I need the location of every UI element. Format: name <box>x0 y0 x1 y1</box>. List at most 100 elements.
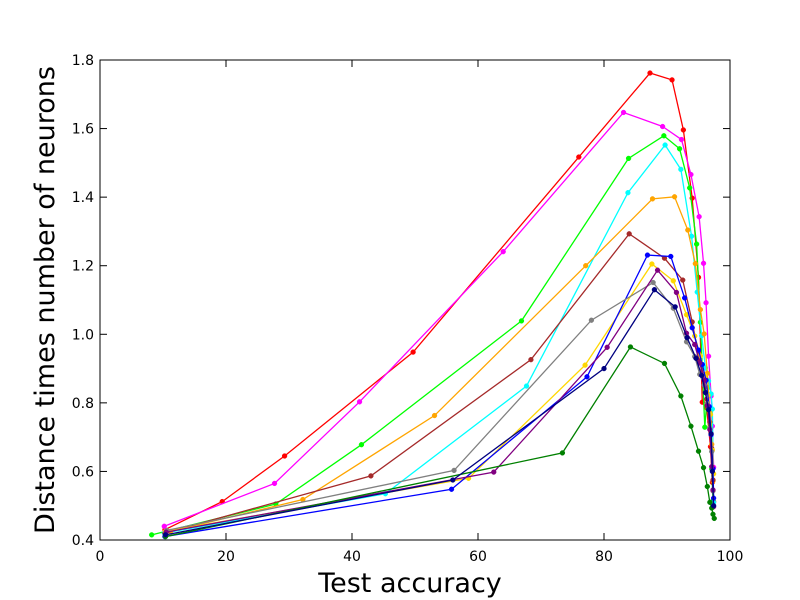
data-point <box>684 335 690 341</box>
data-point <box>649 196 656 202</box>
y-tick-label: 1.0 <box>72 327 94 343</box>
y-tick-label: 1.4 <box>72 190 94 206</box>
data-point <box>559 450 566 456</box>
data-point <box>693 355 699 361</box>
data-point <box>625 155 632 162</box>
data-point <box>707 499 713 505</box>
data-point <box>709 468 716 475</box>
y-tick-label: 1.2 <box>72 259 94 275</box>
data-point <box>523 383 530 389</box>
data-point <box>450 477 456 483</box>
y-tick-label: 0.4 <box>72 533 94 549</box>
data-point <box>703 300 709 306</box>
data-point <box>678 166 684 173</box>
tick-layer: 0 20 40 60 80 100 0.4 0.6 0.8 1.0 1.2 1.4 1.6 1.8 <box>72 53 744 565</box>
data-point <box>680 277 686 283</box>
data-point <box>689 325 695 331</box>
data-point <box>673 289 680 296</box>
data-point <box>693 241 700 247</box>
data-point <box>649 261 655 267</box>
data-point <box>681 295 688 301</box>
x-tick-label: 0 <box>96 549 105 565</box>
x-tick-label: 100 <box>717 549 744 565</box>
data-point <box>662 142 668 148</box>
data-point <box>687 185 693 191</box>
y-tick-label: 0.8 <box>72 396 94 412</box>
series-12 <box>162 287 717 538</box>
data-point <box>491 469 497 475</box>
data-point <box>708 431 714 437</box>
data-point <box>661 360 668 367</box>
data-point <box>149 532 155 538</box>
x-tick-label: 20 <box>217 549 235 565</box>
data-point <box>604 344 610 350</box>
y-tick-label: 1.8 <box>72 53 94 69</box>
data-point <box>669 77 675 83</box>
data-point <box>650 279 656 286</box>
data-point <box>680 127 687 133</box>
data-point <box>627 344 634 350</box>
data-point <box>697 306 704 313</box>
data-point <box>518 318 525 324</box>
data-point <box>584 374 590 380</box>
data-point <box>676 146 683 152</box>
data-point <box>431 412 438 419</box>
data-point <box>695 448 702 454</box>
data-point <box>668 253 674 260</box>
data-point <box>448 486 455 492</box>
data-point <box>647 70 653 76</box>
data-point <box>583 263 589 269</box>
data-point <box>672 304 678 310</box>
data-point <box>692 261 698 267</box>
data-point <box>601 365 607 372</box>
data-point <box>356 399 363 405</box>
data-point <box>705 407 712 413</box>
data-point <box>670 278 676 284</box>
data-point <box>702 389 709 396</box>
data-point <box>626 231 632 237</box>
series-layer <box>149 70 717 540</box>
y-axis-title: Distance times number of neurons <box>30 66 61 534</box>
plot-frame <box>99 59 731 541</box>
data-point <box>661 133 667 139</box>
data-point <box>688 423 694 429</box>
x-tick-label: 60 <box>469 549 487 565</box>
y-tick-label: 1.6 <box>72 122 94 138</box>
data-point <box>588 317 595 323</box>
data-point <box>576 154 582 160</box>
data-point <box>654 267 661 273</box>
data-point <box>692 341 698 348</box>
data-point <box>696 214 702 220</box>
x-tick-label: 80 <box>595 549 613 565</box>
data-point <box>700 260 707 266</box>
data-point <box>625 190 631 196</box>
data-point <box>685 227 691 233</box>
data-point <box>281 453 288 459</box>
data-point <box>528 357 534 363</box>
series-11 <box>162 344 717 540</box>
data-point <box>704 483 710 490</box>
data-point <box>671 194 678 200</box>
data-point <box>500 249 506 255</box>
data-point <box>271 480 278 487</box>
data-point <box>410 349 416 355</box>
data-point <box>678 136 685 143</box>
x-tick-label: 40 <box>343 549 361 565</box>
data-point <box>161 523 167 529</box>
data-point <box>701 331 707 337</box>
data-point <box>711 515 717 522</box>
data-point <box>699 372 705 379</box>
data-point <box>368 473 374 479</box>
data-point <box>700 465 707 471</box>
data-point <box>705 353 712 359</box>
x-axis-title: Test accuracy <box>317 568 502 599</box>
data-point <box>162 532 169 538</box>
data-point <box>582 362 588 368</box>
y-tick-label: 0.6 <box>72 464 94 480</box>
data-point <box>710 503 717 509</box>
data-point <box>620 109 627 116</box>
data-point <box>688 171 694 178</box>
data-point <box>702 424 708 430</box>
plot-area <box>100 60 730 540</box>
